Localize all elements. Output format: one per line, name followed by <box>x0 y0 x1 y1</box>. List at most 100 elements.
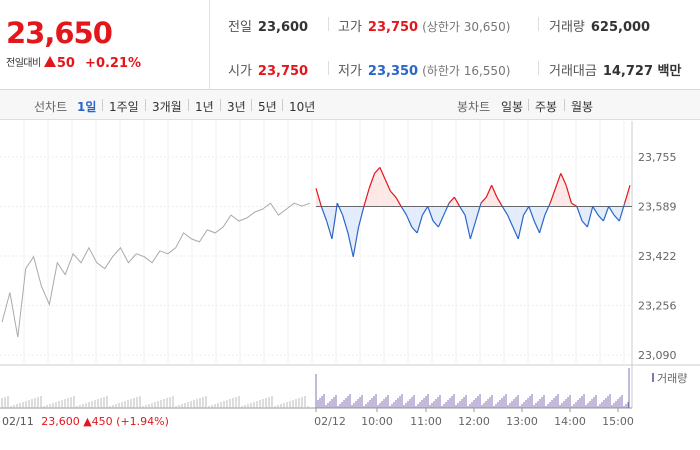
today-down-segment <box>618 202 626 222</box>
today-down-segment <box>405 214 413 228</box>
trade-value-label: 거래대금 <box>549 64 597 79</box>
y-tick-label: 23,090 <box>638 349 677 362</box>
open-label: 시가 <box>228 64 252 79</box>
x-tick-label: 11:00 <box>410 415 442 428</box>
today-down-segment <box>326 220 333 240</box>
divider <box>538 17 539 31</box>
x-tick-label: 10:00 <box>361 415 393 428</box>
today-down-segment <box>608 206 615 216</box>
today-down-segment <box>437 214 445 228</box>
today-up-fill <box>369 173 375 207</box>
x-tick-label: 15:00 <box>602 415 634 428</box>
prev-day-date: 02/11 <box>2 415 34 428</box>
today-down-segment <box>357 206 365 228</box>
divider <box>282 99 283 111</box>
today-up-fill <box>486 185 492 207</box>
lower-limit: (하한가 16,550) <box>422 64 511 78</box>
today-down-fill <box>512 206 519 239</box>
x-tick-label: 02/12 <box>314 415 346 428</box>
today-down-segment <box>443 202 450 216</box>
trade-value-value: 14,727 백만 <box>602 64 682 79</box>
today-up-fill <box>363 188 370 207</box>
tab-weekly-candle[interactable]: 주봉 <box>535 100 558 114</box>
today-up-segment <box>491 185 498 198</box>
today-down-segment <box>507 214 514 228</box>
today-up-segment <box>374 167 381 174</box>
current-price: 23,650 <box>6 16 113 50</box>
today-up-segment <box>368 173 376 189</box>
y-tick-label: 23,422 <box>638 250 677 263</box>
tab-monthly-candle[interactable]: 월봉 <box>571 100 594 114</box>
today-down-segment <box>586 206 594 228</box>
y-tick-label: 23,589 <box>638 201 677 214</box>
volume-legend-icon <box>652 373 654 382</box>
divider <box>538 61 539 75</box>
today-down-segment <box>427 206 434 222</box>
today-down-segment <box>459 206 466 216</box>
upper-limit: (상한가 30,650) <box>422 20 511 34</box>
high-value: 23,750 <box>367 20 419 35</box>
prev-day-summary: 02/11 23,600 ▲450 (+1.94%) <box>2 415 169 428</box>
today-down-fill <box>411 206 418 233</box>
prev-day-change: 450 <box>91 415 113 428</box>
today-down-fill <box>598 206 604 222</box>
today-down-segment <box>432 220 439 228</box>
volume-label: 거래량 <box>549 20 585 35</box>
today-up-segment <box>485 185 493 198</box>
today-down-segment <box>576 206 583 222</box>
today-up-segment <box>363 188 370 207</box>
tab-1day[interactable]: 1일 <box>77 100 97 114</box>
price-chart: 23,755 23,589 23,422 23,256 23,090 거래량 02/12 10… <box>0 121 700 450</box>
divider <box>145 99 146 111</box>
change-label: 전일대비 <box>6 58 41 69</box>
tab-10year[interactable]: 10년 <box>289 100 316 114</box>
x-tick-label: 14:00 <box>554 415 586 428</box>
today-down-fill <box>347 206 354 257</box>
today-down-fill <box>427 206 434 222</box>
today-down-segment <box>336 202 344 216</box>
today-up-segment <box>624 185 631 204</box>
today-up-segment <box>554 173 562 189</box>
change-amount: 50 <box>56 56 75 71</box>
today-up-segment <box>549 188 557 204</box>
today-up-fill <box>385 179 391 207</box>
tab-3year[interactable]: 3년 <box>227 100 246 114</box>
info-prev-close: 전일 23,600 <box>228 16 308 61</box>
today-down-segment <box>352 226 360 257</box>
today-up-segment <box>571 202 578 207</box>
change-percent: +0.21% <box>85 56 142 71</box>
today-down-fill <box>534 206 540 233</box>
today-up-segment <box>384 179 392 192</box>
prev-day-up-icon: ▲ <box>83 415 92 428</box>
divider <box>564 99 565 111</box>
today-down-fill <box>353 206 359 257</box>
change-row: 전일대비 50 +0.21% <box>6 54 141 71</box>
prev-day-change-percent: (+1.94%) <box>116 415 169 428</box>
today-down-segment <box>320 206 328 222</box>
high-label: 고가 <box>338 20 362 35</box>
today-up-segment <box>496 196 503 207</box>
today-down-fill <box>619 203 625 222</box>
today-up-segment <box>453 196 461 207</box>
tab-daily-candle[interactable]: 일봉 <box>501 100 524 114</box>
tab-1week[interactable]: 1주일 <box>109 100 139 114</box>
today-down-fill <box>614 206 620 222</box>
today-down-fill <box>603 206 609 222</box>
today-up-segment <box>395 196 402 207</box>
today-down-segment <box>528 206 535 222</box>
tab-1year[interactable]: 1년 <box>195 100 214 114</box>
today-down-fill <box>406 206 412 227</box>
tab-3month[interactable]: 3개월 <box>152 100 182 114</box>
today-down-segment <box>592 206 599 216</box>
today-down-fill <box>417 206 423 233</box>
today-down-segment <box>400 206 407 216</box>
today-down-segment <box>533 220 541 234</box>
today-up-fill <box>560 173 567 207</box>
today-down-fill <box>539 206 545 233</box>
info-trade-value: 거래대금 14,727 백만 <box>549 60 681 105</box>
x-tick-label: 12:00 <box>458 415 490 428</box>
up-triangle-icon <box>43 56 56 67</box>
low-label: 저가 <box>338 64 362 79</box>
info-volume: 거래량 625,000 <box>549 16 650 61</box>
tab-5year[interactable]: 5년 <box>258 100 277 114</box>
